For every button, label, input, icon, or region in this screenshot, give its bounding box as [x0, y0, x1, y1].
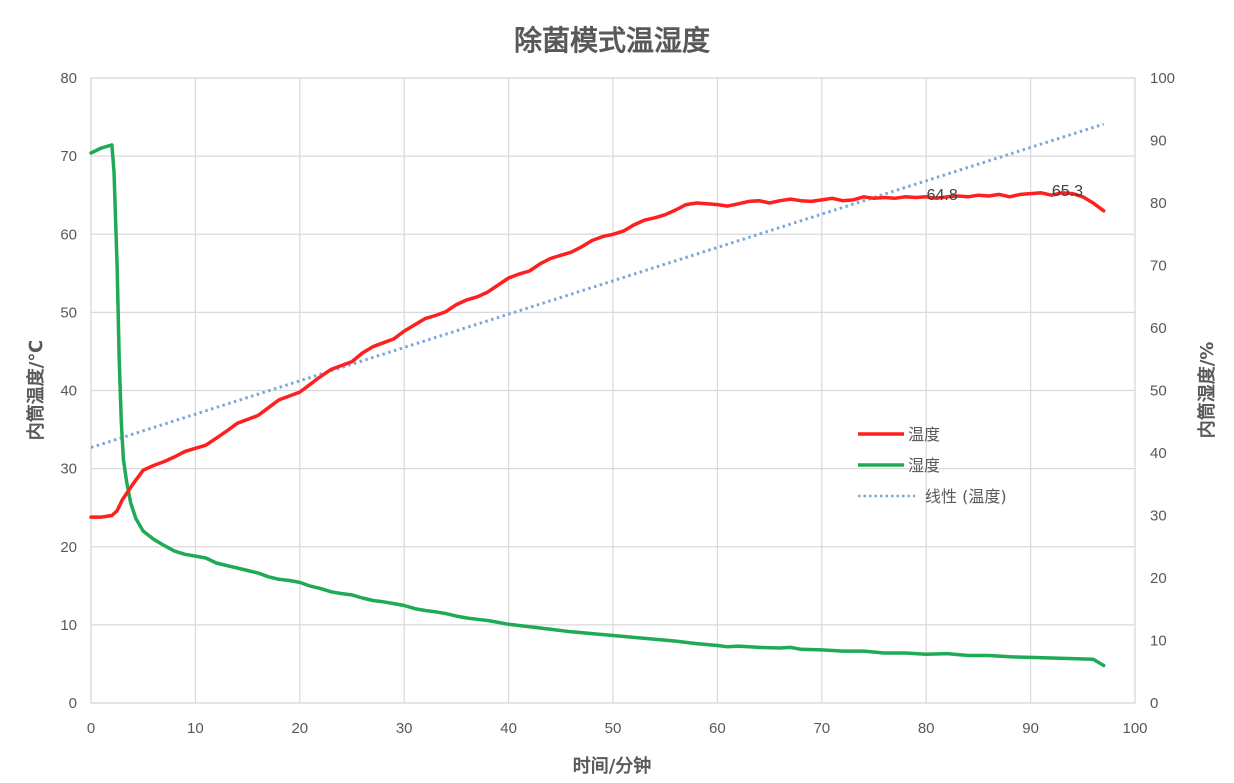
y-tick-label-left: 60 — [60, 226, 77, 243]
x-tick-label: 70 — [813, 720, 830, 737]
x-tick-label: 90 — [1022, 720, 1039, 737]
y-tick-label-right: 10 — [1150, 633, 1167, 650]
x-tick-label: 100 — [1122, 720, 1147, 737]
x-axis-ticks: 0 10 20 30 40 50 60 70 80 90 100 — [87, 720, 1148, 737]
x-tick-label: 0 — [87, 720, 95, 737]
y-tick-label-left: 0 — [69, 695, 77, 712]
series-layer — [89, 122, 1106, 668]
y-tick-label-right: 80 — [1150, 195, 1167, 212]
x-tick-label: 20 — [291, 720, 308, 737]
chart-title: 除菌模式温湿度 — [514, 24, 710, 57]
x-tick-label: 40 — [500, 720, 517, 737]
plot-area-border — [90, 77, 1136, 704]
y-tick-label-right: 60 — [1150, 320, 1167, 337]
series-line-linear-trend — [90, 122, 1105, 449]
x-tick-label: 10 — [187, 720, 204, 737]
y-tick-label-right: 0 — [1150, 695, 1158, 712]
y-tick-label-right: 40 — [1150, 445, 1167, 462]
y-tick-label-right: 20 — [1150, 570, 1167, 587]
data-label: 65.3 — [1052, 183, 1083, 200]
left-axis-ticks: 0 10 20 30 40 50 60 70 80 — [60, 70, 77, 712]
gridlines — [90, 77, 1136, 704]
legend-item-humidity[interactable]: 湿度 — [858, 456, 940, 475]
y-tick-label-right: 50 — [1150, 383, 1167, 400]
series-line-humidity — [89, 143, 1106, 668]
x-axis-label: 时间/分钟 — [573, 755, 652, 777]
x-tick-label: 60 — [709, 720, 726, 737]
y-tick-label-left: 70 — [60, 148, 77, 165]
data-label: 64.8 — [927, 187, 958, 204]
legend-label-temperature: 温度 — [908, 425, 940, 444]
legend-item-linear-trend[interactable]: 线性 (温度) — [858, 487, 1007, 506]
x-tick-label: 30 — [396, 720, 413, 737]
legend-label-linear-trend: 线性 (温度) — [925, 487, 1007, 506]
y-tick-label-right: 30 — [1150, 508, 1167, 525]
y-tick-label-left: 50 — [60, 304, 77, 321]
y-tick-label-left: 10 — [60, 617, 77, 634]
x-tick-label: 50 — [605, 720, 622, 737]
y-tick-label-left: 80 — [60, 70, 77, 87]
y-tick-label-right: 70 — [1150, 258, 1167, 275]
data-labels: 64.8 65.3 — [927, 183, 1084, 204]
legend-item-temperature[interactable]: 温度 — [858, 425, 940, 444]
y-tick-label-left: 30 — [60, 461, 77, 478]
y-tick-label-left: 20 — [60, 539, 77, 556]
y-axis-label-left: 内筒温度/℃ — [25, 340, 47, 440]
legend: 温度 湿度 线性 (温度) — [858, 425, 1007, 506]
y-axis-label-right: 内筒湿度/% — [1196, 342, 1218, 439]
legend-label-humidity: 湿度 — [908, 456, 940, 475]
x-tick-label: 80 — [918, 720, 935, 737]
y-tick-label-right: 90 — [1150, 133, 1167, 150]
y-tick-label-right: 100 — [1150, 70, 1175, 87]
right-axis-ticks: 0 10 20 30 40 50 60 70 80 90 100 — [1150, 70, 1175, 712]
y-tick-label-left: 40 — [60, 383, 77, 400]
series-line-temperature — [89, 191, 1106, 519]
